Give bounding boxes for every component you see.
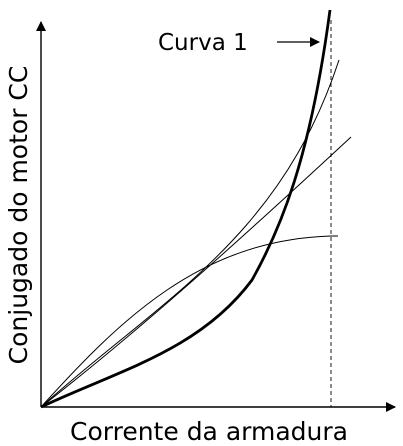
curve-upper-thin: [40, 59, 340, 408]
x-axis-label: Corrente da armadura: [70, 417, 348, 446]
curve-saturating: [40, 235, 338, 408]
y-axis-label: Conjugado do motor CC: [4, 66, 33, 365]
curve-label: Curva 1: [158, 30, 248, 56]
curve-curva-1: [40, 9, 332, 409]
curve-linear: [40, 136, 352, 408]
